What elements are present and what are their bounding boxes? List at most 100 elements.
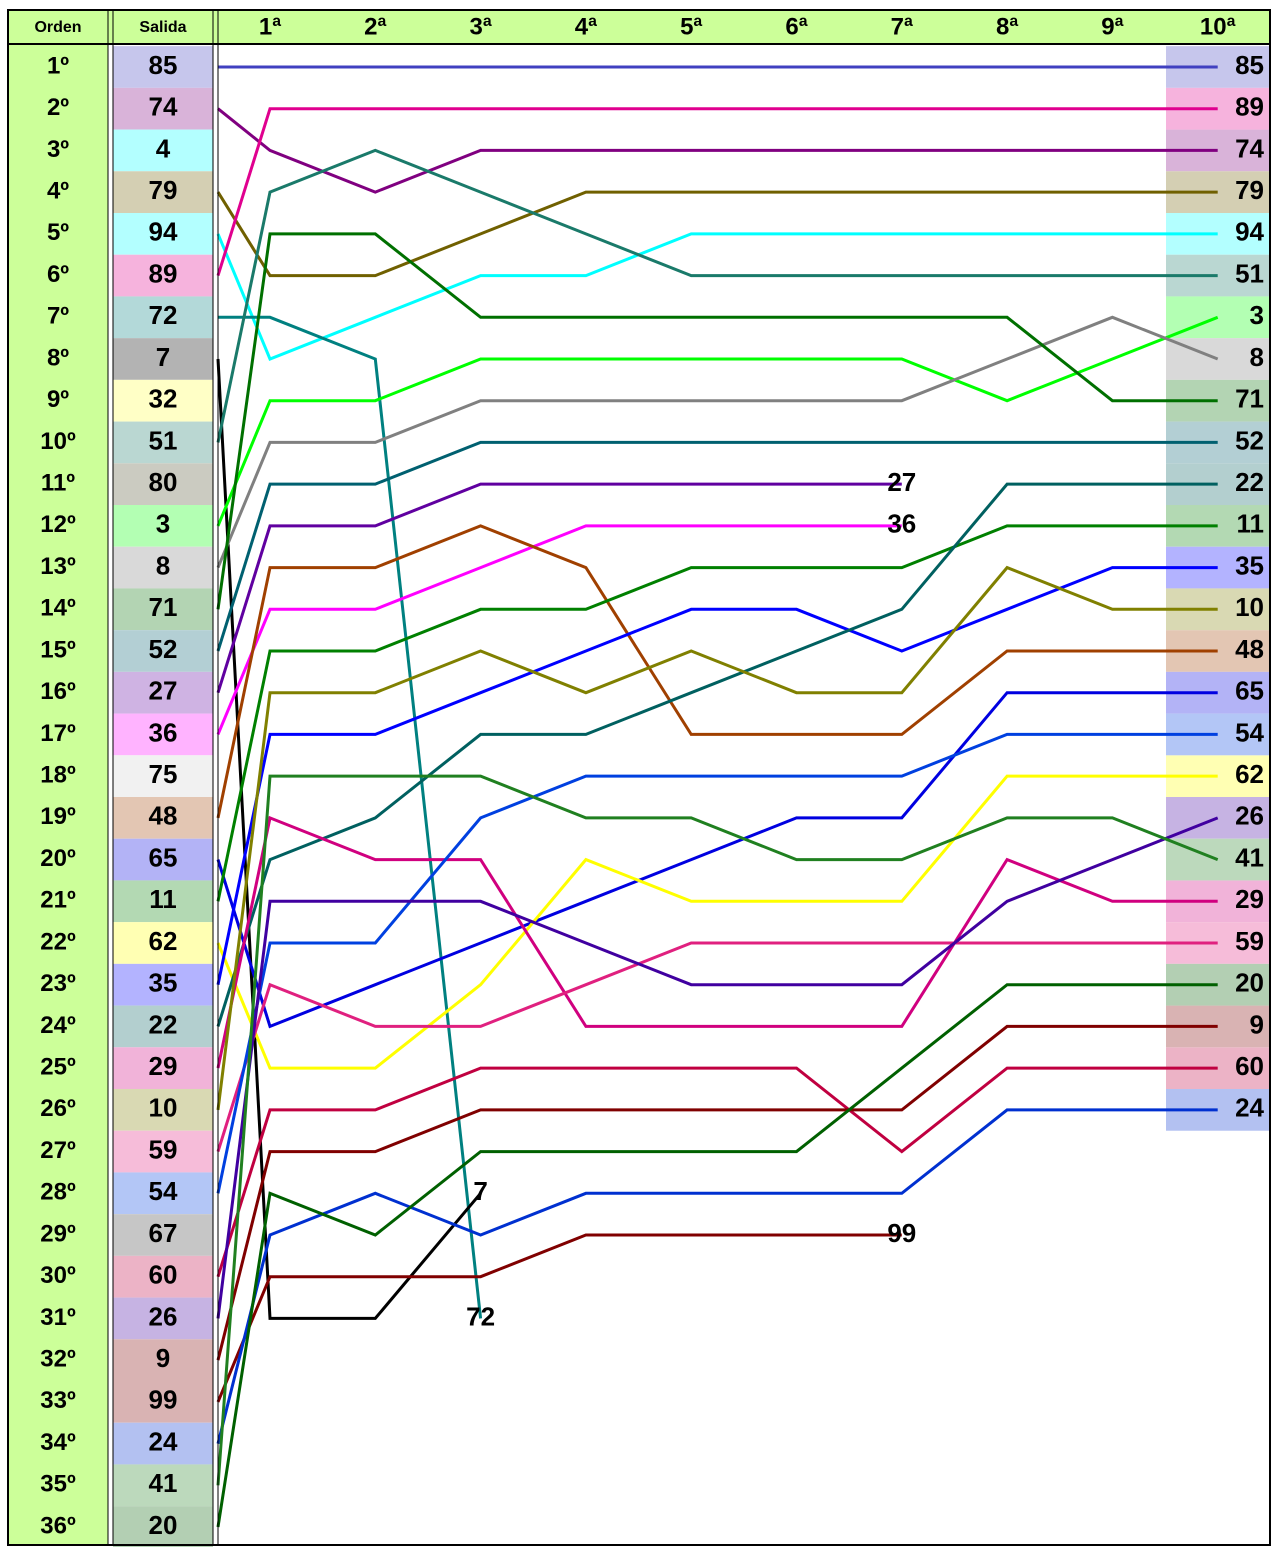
start-label: 24	[149, 1426, 178, 1456]
finish-label: 3	[1250, 300, 1264, 330]
finish-label: 85	[1235, 50, 1264, 80]
finish-label: 22	[1235, 467, 1264, 497]
start-label: 26	[149, 1301, 178, 1331]
finish-label: 35	[1235, 550, 1264, 580]
y-tick-label: 33º	[40, 1387, 76, 1414]
finish-label: 51	[1235, 258, 1264, 288]
y-tick-label: 19º	[40, 803, 76, 830]
start-label: 89	[149, 258, 178, 288]
x-tick-label: Salida	[139, 19, 186, 36]
start-label: 10	[149, 1093, 178, 1123]
series-line	[216, 232, 1218, 361]
start-label: 8	[156, 550, 170, 580]
finish-label: 26	[1235, 801, 1264, 831]
start-cell	[113, 1255, 213, 1298]
start-cell	[113, 505, 213, 547]
series-line	[216, 1108, 1218, 1444]
series-line	[216, 524, 1218, 902]
cells	[113, 46, 1270, 1547]
start-cell	[113, 338, 213, 380]
start-label: 67	[149, 1218, 178, 1248]
start-cell	[113, 797, 213, 839]
finish-label: 71	[1235, 384, 1264, 414]
start-cell	[113, 129, 213, 172]
retire-label: 36	[887, 509, 916, 539]
series-line	[216, 1024, 1218, 1361]
x-tick-label: 9ª	[1101, 13, 1123, 40]
start-cell	[113, 630, 213, 672]
finish-label: 20	[1235, 968, 1264, 998]
series-line	[216, 732, 1218, 1194]
start-cell	[113, 838, 213, 881]
y-tick-label: 31º	[40, 1304, 76, 1331]
finish-label: 29	[1235, 884, 1264, 914]
x-tick-label: 7ª	[891, 13, 913, 40]
y-tick-label: 8º	[47, 344, 69, 371]
start-label: 7	[156, 342, 170, 372]
series-line	[216, 565, 1218, 1111]
retire-label: 72	[466, 1301, 495, 1331]
labels: 1º 2º 3º 4º 5º 6º 7º 8º 9º 10º 11º 12º 13º 14º 15º 16º 1…	[40, 13, 1264, 1540]
start-cell	[113, 87, 213, 130]
frame	[7, 9, 1271, 1546]
start-label: 74	[149, 92, 178, 122]
start-label: 80	[149, 467, 178, 497]
start-label: 35	[149, 968, 178, 998]
y-tick-label: 1º	[47, 52, 69, 79]
x-tick-label: 10ª	[1200, 13, 1236, 40]
start-label: 85	[149, 50, 178, 80]
y-tick-label: 29º	[40, 1220, 76, 1247]
series-line	[216, 941, 1218, 1153]
start-cell	[113, 213, 213, 255]
series-line	[216, 190, 1218, 278]
start-label: 36	[149, 717, 178, 747]
finish-label: 8	[1250, 342, 1264, 372]
y-tick-label: 18º	[40, 761, 76, 788]
start-cell	[113, 1422, 213, 1465]
finish-label: 52	[1235, 425, 1264, 455]
finish-label: 10	[1235, 592, 1264, 622]
series-line	[216, 815, 1218, 1069]
y-tick-label: 36º	[40, 1512, 76, 1539]
y-tick-label: 16º	[40, 678, 76, 705]
start-label: 99	[149, 1385, 178, 1415]
start-cell	[113, 421, 213, 464]
finish-label: 48	[1235, 634, 1264, 664]
y-tick-label: 9º	[47, 386, 69, 413]
series-line	[216, 358, 482, 1320]
start-cell	[113, 922, 213, 964]
finish-label: 79	[1235, 175, 1264, 205]
y-tick-label: 20º	[40, 845, 76, 872]
y-axis-label: Orden	[34, 19, 81, 36]
series-line	[216, 232, 1218, 610]
finish-label: 62	[1235, 759, 1264, 789]
series-line	[216, 482, 1218, 1027]
start-header	[113, 10, 213, 44]
start-cell	[113, 1297, 213, 1340]
y-tick-label: 30º	[40, 1262, 76, 1289]
start-cell	[113, 671, 213, 714]
y-tick-label: 23º	[40, 970, 76, 997]
x-tick-label: 5ª	[680, 13, 702, 40]
series-line	[216, 774, 1218, 1070]
y-tick-label: 35º	[40, 1471, 76, 1498]
x-tick-label: 2ª	[364, 13, 386, 40]
start-cell	[113, 1130, 213, 1173]
x-tick-label: 3ª	[469, 13, 491, 40]
start-label: 60	[149, 1260, 178, 1290]
series-line	[216, 983, 1218, 1528]
series-line	[216, 1233, 902, 1403]
start-cell	[113, 880, 213, 923]
start-label: 71	[149, 592, 178, 622]
start-label: 3	[156, 509, 170, 539]
lines	[216, 65, 1219, 1528]
retire-label: 99	[887, 1218, 916, 1248]
start-cell	[113, 755, 213, 797]
y-tick-label: 32º	[40, 1345, 76, 1372]
y-tick-label: 25º	[40, 1053, 76, 1080]
start-cell	[113, 1214, 213, 1256]
start-label: 20	[149, 1510, 178, 1540]
start-cell	[113, 1047, 213, 1089]
